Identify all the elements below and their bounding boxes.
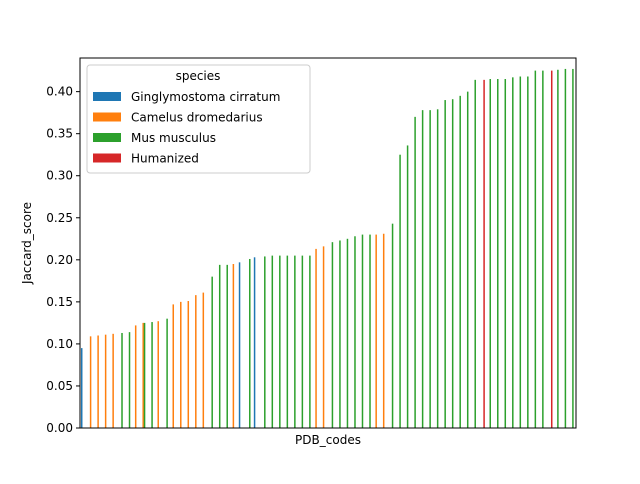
- legend-swatch: [93, 112, 121, 122]
- bar-6: [128, 332, 131, 428]
- bar-2: [97, 335, 99, 428]
- bar-56: [497, 79, 499, 429]
- legend-label: Humanized: [131, 152, 199, 166]
- bar-54: [483, 79, 485, 429]
- legend-entries: Ginglymostoma cirratum Camelus dromedariu…: [93, 90, 280, 166]
- bar-49: [444, 100, 446, 429]
- bar-39: [369, 234, 371, 428]
- bar-7: [134, 325, 137, 428]
- legend: species Ginglymostoma cirratum Camelus dr…: [86, 64, 311, 174]
- bar-4: [112, 333, 114, 428]
- bar-41: [382, 233, 385, 428]
- bar-34: [331, 242, 334, 428]
- legend-title: species: [176, 69, 221, 83]
- y-axis-label: Jaccard_score: [20, 202, 34, 285]
- bar-59: [519, 76, 522, 428]
- bars-layer: [80, 68, 574, 429]
- y-tick-label: 0.00: [46, 421, 73, 435]
- x-axis-label: PDB_codes: [295, 433, 361, 447]
- bar-20: [226, 264, 228, 428]
- bar-31: [309, 255, 311, 428]
- bar-19: [218, 264, 221, 428]
- bar-17: [202, 292, 205, 428]
- bar-44: [406, 145, 409, 428]
- bar-63: [550, 70, 553, 429]
- bar-45: [414, 116, 416, 429]
- bar-16: [195, 295, 197, 428]
- bar-53: [474, 79, 476, 429]
- bar-47: [429, 110, 431, 428]
- bar-22: [238, 262, 241, 428]
- bar-58: [512, 77, 514, 428]
- legend-swatch: [93, 133, 121, 142]
- bar-43: [399, 154, 401, 428]
- bar-13: [172, 304, 175, 428]
- legend-swatch: [93, 153, 121, 163]
- y-tick-label: 0.30: [46, 169, 73, 183]
- bar-32: [315, 248, 317, 428]
- bar-24: [253, 257, 256, 428]
- legend-box: [86, 64, 311, 174]
- bar-25: [264, 256, 266, 428]
- bar-9: [143, 322, 146, 428]
- bar-64: [557, 69, 559, 429]
- axes-layer: 0.00 0.05 0.10 0.15 0.20 0.25 0.30 0.35 0.40 PDB…: [20, 57, 577, 447]
- y-tick-label: 0.20: [46, 253, 73, 267]
- bar-66: [572, 68, 574, 429]
- y-tick-label: 0.35: [46, 127, 73, 141]
- y-tick-label: 0.10: [46, 337, 73, 351]
- bar-51: [459, 95, 461, 428]
- bar-1: [89, 336, 92, 428]
- bar-60: [527, 76, 529, 428]
- bar-0: [80, 348, 83, 428]
- y-tick-label: 0.25: [46, 211, 73, 225]
- bar-40: [375, 234, 377, 428]
- bar-55: [489, 79, 491, 429]
- bar-61: [534, 70, 537, 429]
- legend-label: Ginglymostoma cirratum: [131, 90, 280, 104]
- bar-35: [339, 240, 341, 428]
- bar-21: [232, 264, 235, 428]
- bar-5: [121, 332, 123, 428]
- bar-30: [301, 255, 304, 428]
- bar-57: [504, 79, 507, 429]
- bar-29: [294, 255, 296, 428]
- bar-52: [466, 91, 469, 428]
- legend-swatch: [93, 92, 121, 101]
- bar-3: [104, 334, 107, 428]
- bar-26: [271, 255, 274, 428]
- bar-42: [391, 223, 394, 428]
- bar-8: [142, 322, 144, 428]
- y-tick-label: 0.15: [46, 295, 73, 309]
- legend-label: Mus musculus: [131, 131, 216, 145]
- bar-27: [279, 255, 281, 428]
- bar-65: [564, 68, 567, 429]
- y-tick-label: 0.05: [46, 379, 73, 393]
- y-tick-label: 0.40: [46, 85, 73, 99]
- bar-10: [151, 322, 153, 428]
- bar-15: [187, 301, 190, 428]
- bar-12: [166, 318, 168, 428]
- bar-23: [249, 258, 251, 428]
- bar-11: [157, 321, 159, 428]
- axes-frame: [79, 57, 577, 429]
- y-ticks: 0.00 0.05 0.10 0.15 0.20 0.25 0.30 0.35 0.40: [46, 85, 80, 435]
- bar-38: [361, 234, 364, 428]
- bar-36: [346, 238, 349, 428]
- bar-62: [542, 70, 544, 429]
- bar-46: [421, 110, 424, 428]
- bar-48: [436, 109, 439, 429]
- bar-33: [322, 246, 325, 428]
- bar-28: [286, 255, 289, 428]
- bar-14: [180, 301, 182, 428]
- bar-50: [451, 99, 454, 428]
- bar-37: [354, 236, 356, 428]
- bar-18: [211, 276, 213, 428]
- legend-label: Camelus dromedarius: [131, 111, 263, 125]
